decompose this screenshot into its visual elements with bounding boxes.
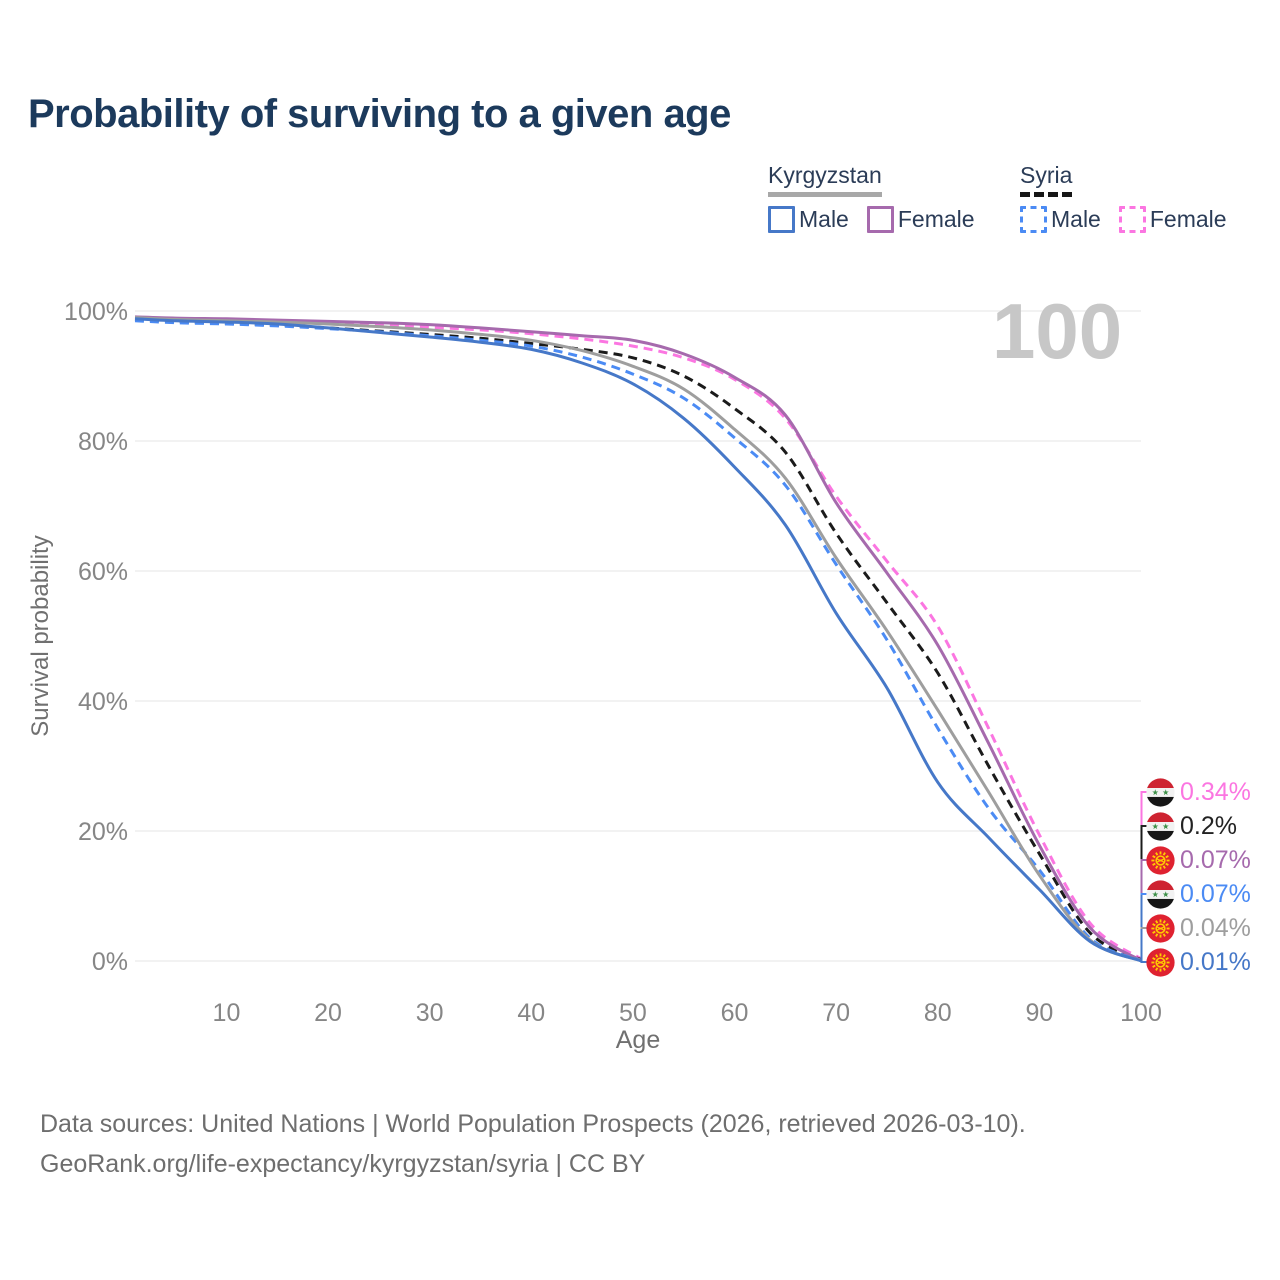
syria-female-swatch xyxy=(1118,206,1146,233)
curve-syria-male[interactable] xyxy=(134,319,1142,962)
kyrgyzstan-female-swatch xyxy=(866,206,894,233)
end-label-row: 0.07% xyxy=(1146,843,1251,877)
y-axis-title: Survival probability xyxy=(27,535,54,736)
y-tick-label: 60% xyxy=(78,558,128,586)
syria-flag-icon xyxy=(1146,811,1175,841)
end-label-row: 0.34% xyxy=(1146,775,1251,809)
data-source-footer: Data sources: United Nations | World Pop… xyxy=(40,1104,1026,1184)
legend-item-syria-male[interactable]: Male xyxy=(1020,206,1101,233)
curve-kyrgyzstan[interactable] xyxy=(134,316,1142,963)
curve-kyrgyzstan-male[interactable] xyxy=(134,317,1142,963)
end-label-value: 0.01% xyxy=(1180,947,1251,976)
x-tick-label: 30 xyxy=(416,999,444,1027)
kyrgyzstan-male-swatch xyxy=(768,206,795,233)
end-label-row: 0.07% xyxy=(1146,877,1251,911)
kyrgyzstan-flag-icon xyxy=(1146,947,1175,977)
page-title: Probability of surviving to a given age xyxy=(28,92,731,136)
legend-item-label: Female xyxy=(897,206,975,232)
x-axis-title: Age xyxy=(616,1026,660,1054)
legend-title-kyrgyzstan[interactable]: Kyrgyzstan xyxy=(768,162,882,197)
end-label-row: 0.2% xyxy=(1146,809,1237,843)
end-label-value: 0.34% xyxy=(1180,777,1251,806)
syria-male-swatch xyxy=(1020,206,1047,233)
y-tick-label: 20% xyxy=(78,818,128,846)
x-tick-label: 80 xyxy=(924,999,952,1027)
x-tick-label: 100 xyxy=(1120,999,1162,1027)
curve-syria-female[interactable] xyxy=(134,316,1142,961)
hovered-age-watermark: 100 xyxy=(992,287,1123,375)
legend-item-label: Male xyxy=(799,206,849,232)
end-label-row: 0.01% xyxy=(1146,945,1251,979)
kyrgyzstan-flag-icon xyxy=(1146,845,1175,875)
legend-item-kyrgyzstan-male[interactable]: Male xyxy=(768,206,849,233)
x-tick-label: 60 xyxy=(721,999,749,1027)
x-tick-label: 40 xyxy=(517,999,545,1027)
x-tick-label: 50 xyxy=(619,999,647,1027)
syria-flag-icon xyxy=(1146,777,1175,807)
legend-item-label: Female xyxy=(1149,206,1227,232)
x-tick-label: 90 xyxy=(1025,999,1053,1027)
curve-syria[interactable] xyxy=(134,317,1142,962)
footer-sources: Data sources: United Nations | World Pop… xyxy=(40,1110,1026,1138)
end-label-value: 0.07% xyxy=(1180,845,1251,874)
x-tick-label: 20 xyxy=(314,999,342,1027)
legend-item-kyrgyzstan-female[interactable]: Female xyxy=(866,206,975,233)
curve-kyrgyzstan-female[interactable] xyxy=(134,315,1142,962)
x-tick-label: 70 xyxy=(822,999,850,1027)
end-label-value: 0.07% xyxy=(1180,879,1251,908)
y-tick-label: 40% xyxy=(78,688,128,716)
legend-item-label: Male xyxy=(1051,206,1101,232)
legend-title-syria[interactable]: Syria xyxy=(1020,162,1073,197)
end-label-row: 0.04% xyxy=(1146,911,1251,945)
legend-group-syria: Syria Male Female xyxy=(1020,162,1227,233)
end-label-value: 0.04% xyxy=(1180,913,1251,942)
end-label-value: 0.2% xyxy=(1180,811,1237,840)
syria-flag-icon xyxy=(1146,879,1175,909)
legend-item-syria-female[interactable]: Female xyxy=(1118,206,1227,233)
y-tick-label: 80% xyxy=(78,428,128,456)
y-tick-label: 0% xyxy=(92,948,128,976)
y-tick-label: 100% xyxy=(64,298,128,326)
footer-attribution: GeoRank.org/life-expectancy/kyrgyzstan/s… xyxy=(40,1150,646,1178)
legend-group-kyrgyzstan: Kyrgyzstan Male Female xyxy=(768,162,975,233)
x-tick-label: 10 xyxy=(213,999,241,1027)
kyrgyzstan-flag-icon xyxy=(1146,913,1175,943)
